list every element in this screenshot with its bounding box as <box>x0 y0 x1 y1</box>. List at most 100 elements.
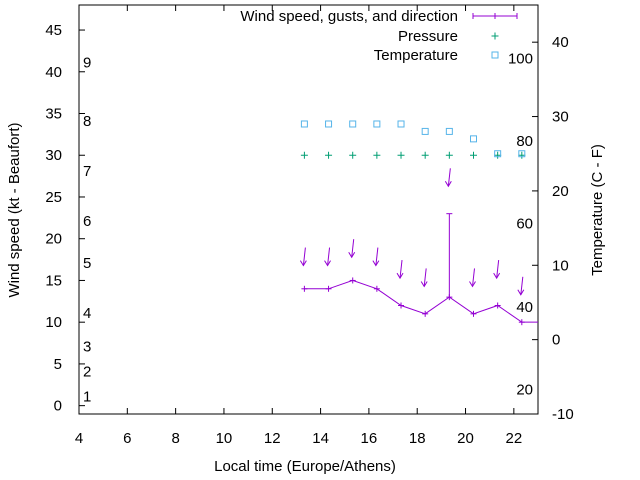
y2-tick-label: 40 <box>552 34 569 51</box>
beaufort-label: 9 <box>83 55 91 72</box>
x-tick-label: 8 <box>171 430 179 447</box>
wind-direction-arrow <box>444 168 452 188</box>
x-tick-label: 4 <box>75 430 83 447</box>
wind-speed-point <box>349 277 356 284</box>
beaufort-label: 2 <box>83 363 91 380</box>
legend: Wind speed, gusts, and direction Pressure… <box>240 8 518 64</box>
pressure-point <box>421 151 429 159</box>
y2-tick-label: 10 <box>552 257 569 274</box>
wind-speed-point <box>422 310 429 317</box>
fahrenheit-label: 60 <box>516 216 533 233</box>
arrow-head <box>396 272 404 280</box>
beaufort-label: 6 <box>83 213 91 230</box>
temperature-point <box>445 127 453 135</box>
temperature-point <box>494 150 502 158</box>
legend-label: Pressure <box>398 28 458 45</box>
series-layer <box>299 120 538 326</box>
temperature-point <box>421 127 429 135</box>
wind-speed-point <box>494 302 501 309</box>
x-axis-label: Local time (Europe/Athens) <box>214 458 396 475</box>
arrow-shaft <box>496 260 500 279</box>
y-tick-label: 15 <box>45 272 62 289</box>
y-tick-label: 45 <box>45 22 62 39</box>
temperature-point <box>397 120 405 128</box>
arrow-head <box>299 260 307 267</box>
pressure-point <box>469 151 477 159</box>
x-tick-label: 12 <box>264 430 281 447</box>
temperature-point <box>518 150 526 158</box>
temperature-point <box>373 120 381 128</box>
wind-direction-arrow <box>299 247 307 267</box>
wind-speed-point <box>470 310 477 317</box>
x-tick-label: 22 <box>505 430 522 447</box>
y2-tick-label: -10 <box>552 406 574 423</box>
axis-ticks: 4 6 8 10 12 14 16 18 20 22051015202530354045-1001… <box>45 5 574 447</box>
y-tick-label: 0 <box>54 398 62 415</box>
arrow-shaft <box>351 239 355 258</box>
beaufort-label: 3 <box>83 338 91 355</box>
x-tick-label: 6 <box>123 430 131 447</box>
x-tick-label: 18 <box>409 430 426 447</box>
arrow-shaft <box>375 247 379 266</box>
x-tick-label: 10 <box>216 430 233 447</box>
fahrenheit-label: 40 <box>516 299 533 316</box>
arrow-head <box>348 251 356 259</box>
arrow-head <box>372 260 380 267</box>
pressure-point <box>494 151 502 159</box>
wind-speed-line <box>304 279 538 323</box>
y2-tick-label: 0 <box>552 332 560 349</box>
y-tick-label: 40 <box>45 64 62 81</box>
arrow-shaft <box>447 168 451 187</box>
arrow-shaft <box>423 268 427 287</box>
wind-direction-arrow <box>348 239 356 259</box>
pressure-point <box>518 151 526 159</box>
arrow-shaft <box>520 276 524 295</box>
pressure-point <box>325 151 333 159</box>
arrow-head <box>517 289 525 296</box>
arrow-head <box>469 281 476 288</box>
fahrenheit-label: 80 <box>516 133 533 150</box>
arrow-head <box>420 281 428 288</box>
y-tick-label: 10 <box>45 314 62 331</box>
arrow-head <box>324 260 331 267</box>
legend-label: Wind speed, gusts, and direction <box>240 8 458 25</box>
wind-direction-arrow <box>469 268 476 288</box>
x-tick-label: 16 <box>361 430 378 447</box>
y-tick-label: 5 <box>54 356 62 373</box>
arrow-head <box>493 272 501 280</box>
arrow-shaft <box>327 247 331 266</box>
legend-temperature-square <box>491 51 499 59</box>
wind-speed-point <box>398 302 405 309</box>
wind-speed-point <box>325 285 332 292</box>
wind-direction-arrow <box>324 247 331 267</box>
temperature-point <box>325 120 333 128</box>
pressure-point <box>397 151 405 159</box>
y-axis-label: Wind speed (kt - Beaufort) <box>6 122 23 297</box>
legend-label: Temperature <box>374 47 458 64</box>
beaufort-label: 5 <box>83 255 91 272</box>
arrow-shaft <box>302 247 306 266</box>
pressure-point <box>445 151 453 159</box>
x-tick-label: 20 <box>457 430 474 447</box>
temperature-point <box>469 135 477 143</box>
arrow-shaft <box>472 268 475 287</box>
y-tick-label: 25 <box>45 189 62 206</box>
temperature-point <box>300 120 308 128</box>
fahrenheit-label: 100 <box>508 51 533 68</box>
beaufort-label: 1 <box>83 388 91 405</box>
wind-speed-point <box>518 319 525 326</box>
wind-direction-arrow <box>493 260 501 280</box>
wind-direction-arrow <box>396 260 404 280</box>
wind-speed-point <box>373 285 380 292</box>
plot-frame <box>78 4 539 415</box>
beaufort-label: 4 <box>83 305 91 322</box>
arrow-head <box>444 181 452 188</box>
pressure-point <box>349 151 357 159</box>
fahrenheit-label: 20 <box>516 381 533 398</box>
y-tick-label: 30 <box>45 147 62 164</box>
y-tick-label: 35 <box>45 106 62 123</box>
beaufort-label: 8 <box>83 113 91 130</box>
arrow-shaft <box>399 260 403 279</box>
y2-axis-label: Temperature (C - F) <box>589 144 606 276</box>
